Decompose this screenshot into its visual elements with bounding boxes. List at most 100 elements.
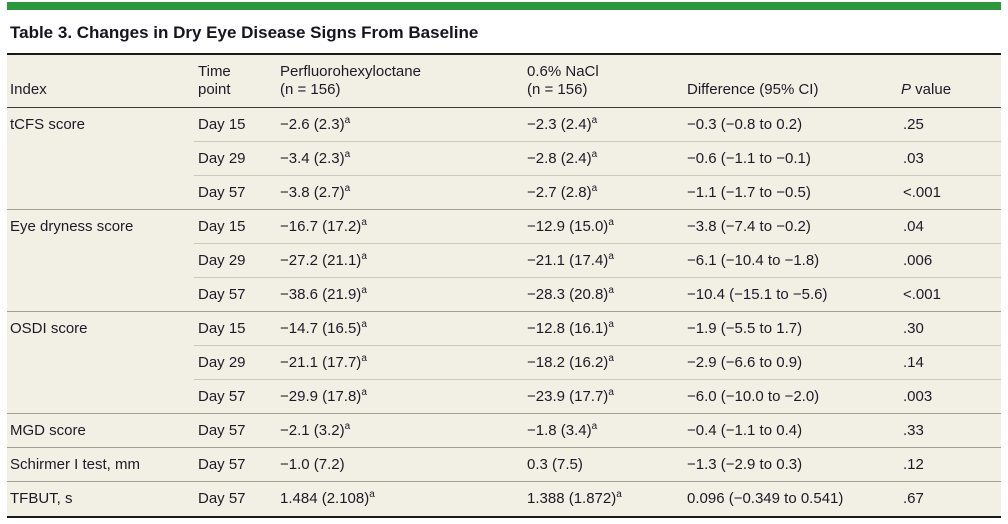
table-row: tCFS score Day 15 −2.6 (2.3)a −2.3 (2.4)… [7, 108, 1001, 142]
cell-p-value: <.001 [897, 175, 1001, 210]
cell-index: OSDI score [7, 311, 194, 346]
table-body: tCFS score Day 15 −2.6 (2.3)a −2.3 (2.4)… [7, 108, 1001, 516]
cell-index: tCFS score [10, 116, 86, 134]
cell-drug-value: −3.4 (2.3)a [276, 141, 523, 176]
header-time-line1: Time [198, 63, 231, 80]
cell-difference: −3.8 (−7.4 to −0.2) [683, 209, 897, 244]
cell-drug-value: −21.1 (17.7)a [276, 345, 523, 380]
cell-p-value: .14 [897, 345, 1001, 380]
column-header-index: Index [7, 55, 194, 108]
cell-index [7, 176, 194, 210]
table-row: Day 29 −3.4 (2.3)a −2.8 (2.4)a −0.6 (−1.… [7, 141, 1001, 176]
cell-difference: −10.4 (−15.1 to −5.6) [683, 277, 897, 312]
accent-bar [7, 2, 1001, 10]
cell-drug-value: −3.8 (2.7)a [276, 175, 523, 210]
cell-index [7, 346, 194, 380]
cell-drug-value: −1.0 (7.2) [276, 447, 523, 482]
footnote-marker: a [369, 489, 375, 501]
cell-p-value: .33 [897, 413, 1001, 448]
table-3: Index Time point Perfluorohexyloctane (n =… [7, 53, 1001, 518]
header-drug-line2: (n = 156) [280, 81, 341, 98]
cell-p-value: .006 [897, 243, 1001, 278]
cell-time-point: Day 15 [194, 311, 276, 346]
footnote-marker: a [361, 387, 367, 398]
footnote-marker: a [608, 217, 614, 228]
cell-index [7, 278, 194, 312]
table-row: Day 57 −3.8 (2.7)a −2.7 (2.8)a −1.1 (−1.… [7, 175, 1001, 210]
footnote-marker: a [344, 421, 351, 432]
table-row: Schirmer I test, mm Day 57 −1.0 (7.2) 0.… [7, 447, 1001, 482]
footnote-marker: a [591, 115, 598, 126]
footnote-marker: a [361, 285, 367, 296]
cell-index: TFBUT, s [7, 481, 194, 516]
footnote-marker: a [608, 319, 614, 330]
cell-time-point: Day 57 [194, 175, 276, 210]
cell-saline-value: −2.8 (2.4)a [523, 141, 683, 176]
table-row: MGD score Day 57 −2.1 (3.2)a −1.8 (3.4)a… [7, 413, 1001, 448]
footnote-marker: a [344, 183, 351, 194]
footnote-marker: a [591, 421, 598, 432]
table-header: Index Time point Perfluorohexyloctane (n =… [7, 55, 1001, 108]
cell-saline-value: −12.8 (16.1)a [523, 311, 683, 346]
header-p-rest: value [911, 81, 952, 98]
footnote-marker: a [591, 149, 598, 160]
dry-eye-signs-table: Index Time point Perfluorohexyloctane (n =… [7, 55, 1001, 516]
footnote-marker: a [361, 319, 367, 330]
table-row: Day 29 −27.2 (21.1)a −21.1 (17.4)a −6.1 … [7, 243, 1001, 278]
footnote-marker: a [608, 387, 614, 398]
footnote-marker: a [608, 353, 614, 364]
cell-p-value: .67 [897, 481, 1001, 516]
cell-p-value: .03 [897, 141, 1001, 176]
header-difference-label: Difference (95% CI) [687, 81, 819, 98]
cell-time-point: Day 57 [194, 481, 276, 516]
table-row: TFBUT, s Day 57 1.484 (2.108)a 1.388 (1.… [7, 481, 1001, 516]
footnote-marker: a [591, 183, 598, 194]
footnote-marker: a [616, 489, 622, 501]
cell-time-point: Day 57 [194, 277, 276, 312]
cell-drug-value: −16.7 (17.2)a [276, 209, 523, 244]
header-index-label: Index [10, 81, 47, 98]
cell-p-value: <.001 [897, 277, 1001, 312]
cell-time-point: Day 57 [194, 447, 276, 482]
header-p-italic: P [901, 81, 912, 98]
footnote-marker: a [608, 251, 614, 262]
cell-saline-value: −28.3 (20.8)a [523, 277, 683, 312]
cell-saline-value: −23.9 (17.7)a [523, 379, 683, 414]
cell-drug-value: −29.9 (17.8)a [276, 379, 523, 414]
cell-time-point: Day 15 [194, 209, 276, 244]
cell-saline-value: −2.3 (2.4)a [527, 115, 598, 134]
cell-index [7, 380, 194, 414]
cell-p-value: .003 [897, 379, 1001, 414]
footnote-marker: a [344, 149, 351, 160]
table-row: Day 29 −21.1 (17.7)a −18.2 (16.2)a −2.9 … [7, 345, 1001, 380]
footnote-marker: a [361, 217, 367, 228]
cell-index [7, 244, 194, 278]
column-header-difference: Difference (95% CI) [683, 55, 897, 108]
footnote-marker: a [361, 251, 367, 262]
header-time-line2: point [198, 81, 231, 98]
cell-drug-value: −2.1 (3.2)a [276, 413, 523, 448]
cell-difference: 0.096 (−0.349 to 0.541) [683, 481, 897, 516]
footnote-marker: a [344, 115, 351, 126]
column-header-p-value: P value [897, 55, 1001, 108]
cell-p-value: .04 [897, 209, 1001, 244]
column-header-perfluorohexyloctane: Perfluorohexyloctane (n = 156) [276, 55, 523, 108]
cell-time-point: Day 15 [198, 116, 246, 133]
cell-index [7, 142, 194, 176]
cell-difference: −1.9 (−5.5 to 1.7) [683, 311, 897, 346]
cell-saline-value: −1.8 (3.4)a [523, 413, 683, 448]
table-row: Eye dryness score Day 15 −16.7 (17.2)a −… [7, 209, 1001, 244]
cell-index: MGD score [7, 413, 194, 448]
cell-saline-value: −21.1 (17.4)a [523, 243, 683, 278]
column-header-time-point: Time point [194, 55, 276, 108]
table-row: Day 57 −29.9 (17.8)a −23.9 (17.7)a −6.0 … [7, 379, 1001, 414]
cell-saline-value: −18.2 (16.2)a [523, 345, 683, 380]
cell-drug-value: −38.6 (21.9)a [276, 277, 523, 312]
cell-time-point: Day 29 [194, 141, 276, 176]
cell-saline-value: −2.7 (2.8)a [523, 175, 683, 210]
cell-drug-value: 1.484 (2.108)a [276, 481, 523, 516]
footnote-marker: a [608, 285, 614, 296]
cell-difference: −0.6 (−1.1 to −0.1) [683, 141, 897, 176]
cell-drug-value: −2.6 (2.3)a [280, 115, 351, 134]
